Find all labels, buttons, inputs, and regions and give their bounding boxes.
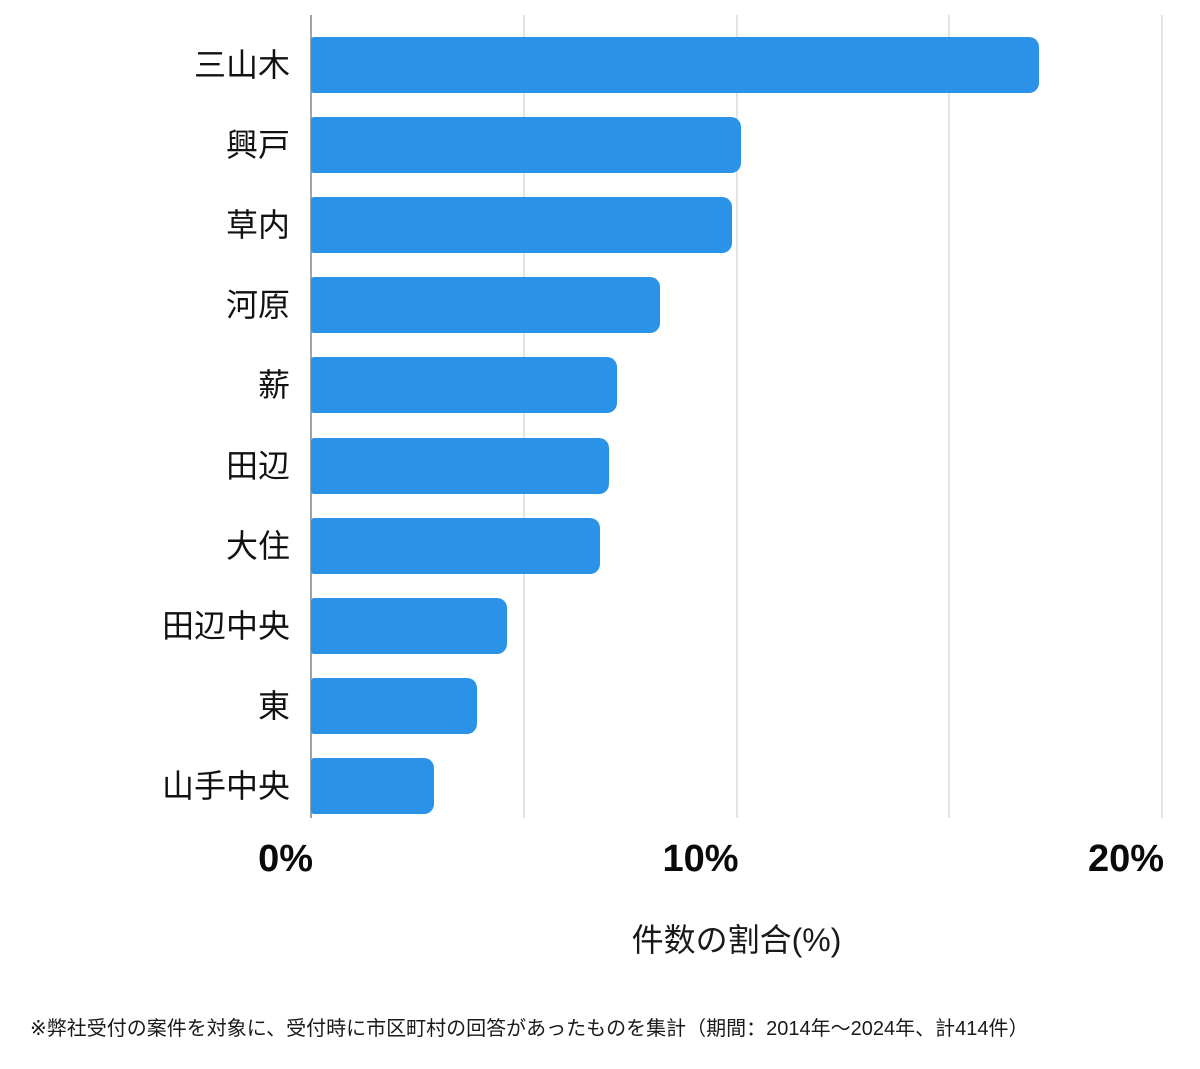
plot-area [310,15,1163,818]
category-label-2: 草内 [225,207,290,244]
bar-1 [311,117,741,174]
category-label-5: 田辺 [225,447,290,484]
category-label-0: 三山木 [193,47,290,83]
gridline-15 [948,15,951,818]
category-label-8: 東 [257,687,290,724]
x-axis-tick-labels: 0% 10% 20% [258,838,1164,888]
category-label-1: 興戸 [225,127,290,164]
category-label-9: 山手中央 [161,767,290,804]
gridline-10 [735,15,738,818]
x-tick-label-0: 0% [258,838,313,880]
gridline-5 [522,15,525,818]
bar-5 [311,437,609,494]
bar-2 [311,197,733,254]
category-label-3: 河原 [225,287,290,324]
category-label-7: 田辺中央 [161,607,290,644]
category-labels-column: 三山木興戸草内河原薪田辺大住田辺中央東山手中央 [0,15,290,818]
bar-3 [311,277,660,334]
category-label-6: 大住 [225,527,290,564]
category-label-4: 薪 [257,367,290,404]
bar-0 [311,37,1039,93]
bar-9 [311,757,435,814]
x-tick-label-20: 20% [1087,838,1164,880]
bar-7 [311,597,507,654]
gridline-20 [1161,15,1163,818]
bar-4 [311,357,618,414]
x-axis-title: 件数の割合(%) [631,922,842,958]
footnote: ※弊社受付の案件を対象に、受付時に市区町村の回答があったものを集計（期間：201… [30,1018,1029,1040]
bar-6 [311,517,601,574]
bar-8 [311,677,477,734]
y-axis-line [310,15,312,818]
x-tick-label-10: 10% [662,838,739,880]
